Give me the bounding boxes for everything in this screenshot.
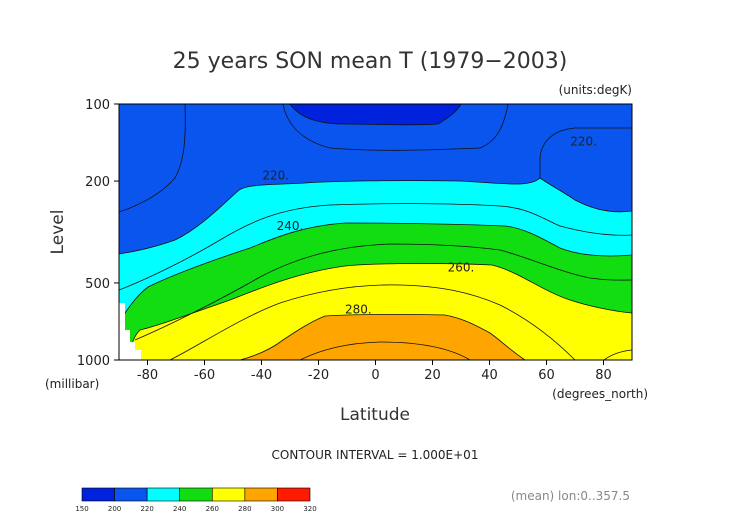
- surface-mask-2: [125, 330, 130, 360]
- colorbar-label: 200: [108, 505, 121, 513]
- surface-mask-1: [119, 303, 125, 360]
- colorbar-swatch: [81, 487, 115, 502]
- contour-line-220-island: [539, 127, 632, 178]
- contour-fill-layer: [119, 104, 632, 360]
- colorbar-label: 150: [75, 505, 88, 513]
- surface-mask: [119, 303, 141, 360]
- contour-line-230: [119, 203, 632, 291]
- contour-line-layer: [119, 104, 632, 360]
- x-tick-label: -80: [137, 368, 158, 383]
- contour-line-surface: [603, 349, 632, 360]
- contour-labels: 220. 220. 240. 260. 280.: [262, 134, 597, 316]
- colorbar-label: 320: [303, 505, 316, 513]
- colorbar-label: 260: [206, 505, 219, 513]
- colorbar-swatch: [179, 487, 213, 502]
- contour-line-280: [239, 313, 526, 360]
- colorbar-label: 300: [271, 505, 284, 513]
- colorbar-label: 280: [238, 505, 251, 513]
- colorbar-swatch: [211, 487, 246, 502]
- fill-280-300: [240, 314, 525, 360]
- x-tick-label: -20: [308, 368, 329, 383]
- contour-line-200: [289, 104, 462, 126]
- contour-line-220: [119, 177, 632, 255]
- colorbar-label: 220: [140, 505, 153, 513]
- contour-label: 280.: [345, 303, 372, 317]
- contour-line-270: [169, 284, 576, 360]
- colorbar-label: 240: [173, 505, 186, 513]
- x-units-label: (degrees_north): [552, 387, 648, 401]
- x-tick-label: -40: [251, 368, 272, 383]
- colorbar: 150 200 220 240 260 280 300 320: [75, 487, 317, 513]
- contour-line-210b: [282, 104, 509, 151]
- contour-interval-text: CONTOUR INTERVAL = 1.000E+01: [272, 448, 479, 462]
- contour-line-240: [119, 222, 632, 323]
- contour-line-250: [134, 243, 632, 341]
- x-tick-label: 60: [538, 368, 555, 383]
- y-axis-title: Level: [48, 210, 68, 255]
- fill-260-280: [130, 263, 632, 360]
- contour-line-290: [299, 341, 471, 360]
- x-tick-label: -60: [194, 368, 215, 383]
- contour-line-260: [129, 263, 632, 360]
- contour-label: 240.: [277, 219, 304, 233]
- contour-label: 260.: [448, 260, 475, 274]
- x-tick-label: 40: [481, 368, 498, 383]
- surface-mask-4: [135, 350, 141, 360]
- units-label: (units:degK): [559, 83, 632, 97]
- y-tick-label: 200: [85, 175, 110, 190]
- x-axis: -80 -60 -40 -20 0 20 40 60 80: [137, 360, 612, 383]
- colorbar-swatch: [244, 487, 278, 502]
- x-tick-label: 80: [595, 368, 612, 383]
- y-tick-label: 1000: [77, 354, 110, 369]
- contour-label: 220.: [570, 134, 597, 148]
- colorbar-swatch: [146, 487, 181, 502]
- y-tick-label: 100: [85, 98, 110, 113]
- y-tick-label: 500: [85, 277, 110, 292]
- x-tick-label: 20: [424, 368, 441, 383]
- chart-title: 25 years SON mean T (1979−2003): [173, 49, 568, 74]
- contour-line-210a: [119, 104, 186, 213]
- colorbar-swatch: [277, 487, 311, 502]
- x-axis-title: Latitude: [340, 405, 410, 425]
- surface-mask-3: [130, 342, 135, 360]
- colorbar-swatch: [114, 487, 148, 502]
- y-units-label: (millibar): [45, 377, 99, 391]
- contour-label: 220.: [262, 168, 289, 182]
- footer-text: (mean) lon:0..357.5: [511, 489, 630, 503]
- x-tick-label: 0: [371, 368, 379, 383]
- y-axis: 100 200 500 1000: [77, 98, 119, 369]
